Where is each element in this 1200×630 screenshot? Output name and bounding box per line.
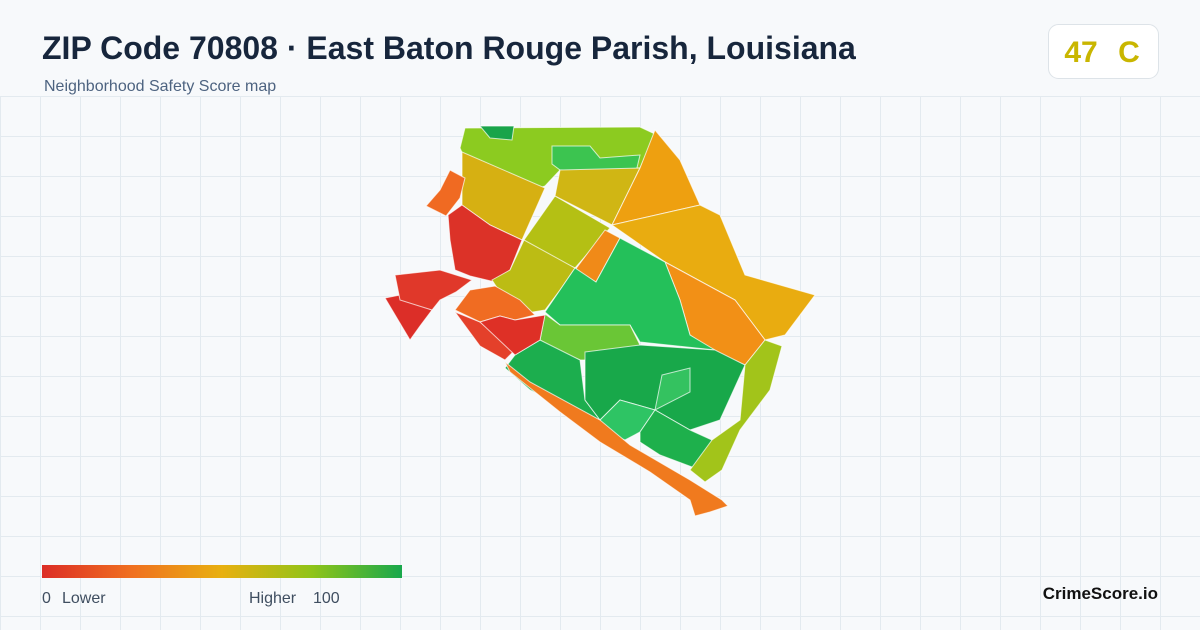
legend-max-label: Higher (249, 590, 297, 607)
score-value: 47 (1064, 36, 1097, 69)
score-box (1048, 24, 1159, 79)
region (689, 339, 783, 483)
brand: CrimeScore.io (1043, 584, 1158, 603)
legend-min: 0 (42, 590, 51, 607)
region (504, 361, 729, 517)
legend-min-label: Lower (62, 590, 106, 607)
region (447, 204, 523, 283)
header-background (0, 0, 1200, 96)
region (479, 314, 546, 356)
zip-map (384, 125, 816, 517)
title: ZIP Code 70808 · East Baton Rouge Parish… (42, 30, 856, 66)
subtitle: Neighborhood Safety Score map (44, 78, 276, 95)
region (394, 269, 474, 311)
score-grade: C (1118, 36, 1140, 69)
background-grid (0, 96, 1200, 630)
legend-max: 100 (313, 590, 340, 607)
region (478, 125, 515, 141)
region (654, 367, 691, 411)
legend-scale (42, 565, 402, 578)
region (425, 169, 466, 217)
